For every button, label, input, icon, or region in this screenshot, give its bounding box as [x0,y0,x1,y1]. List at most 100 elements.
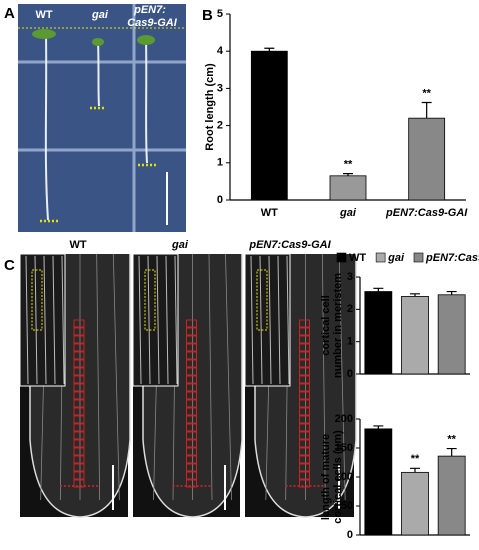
error-bar [373,425,384,429]
cortical-cell [299,471,310,480]
x-tick-label: gai [339,207,357,219]
cortical-cell [299,335,310,344]
bar [408,117,446,201]
cortical-cell [299,399,310,408]
bar [437,455,466,536]
cotyledon [137,35,155,45]
cortical-cell [299,327,310,336]
y-tick-label: 1 [217,157,223,169]
cotyledon [32,29,56,39]
cortical-cell [73,471,85,480]
cortical-cell [186,327,197,336]
cortical-cell [73,335,85,344]
cortical-cell [73,399,85,408]
bar [329,175,367,201]
cell-file [321,253,326,501]
cortical-cell [186,335,197,344]
cortical-cell [73,431,85,440]
inset-cell-file [259,255,263,385]
cortical-cell [186,471,197,480]
error-bar [410,467,420,473]
cortical-cell [73,375,85,384]
cortical-cell [299,359,310,368]
y-tick-label: 0 [347,368,353,380]
root [44,33,49,221]
cortical-cell [73,327,85,336]
inset-cell-file [174,255,178,385]
panel-label: C [4,257,15,274]
cortical-cell [299,479,310,488]
error-bar [446,447,457,457]
cortical-cell [299,367,310,376]
legend-swatch [375,252,386,263]
cotyledon [92,38,104,46]
bar [401,295,429,375]
mature-cell-outline [256,269,268,331]
bar [364,291,393,375]
y-tick-label: 0 [217,194,223,206]
cortical-cell [186,391,197,400]
y-tick-label: 2 [347,303,353,315]
cortical-cell [186,375,197,384]
cortical-cell [73,367,85,376]
x-tick-label: WT [261,207,278,219]
mature-cell-outline [31,269,43,331]
legend-label: pEN7:Cas9-GAI [425,252,479,264]
cortical-cell [73,319,85,328]
panel-label: B [202,7,213,24]
cell-file [112,253,120,501]
inset-cell-file [286,255,290,385]
cortical-cell [186,439,197,448]
inset-cell-file [25,255,29,385]
bar [437,294,466,375]
root [97,39,100,107]
cortical-cell [73,423,85,432]
error-bar [446,290,457,295]
cortical-cell [73,383,85,392]
y-tick-label: 50 [341,500,353,512]
bar [250,50,288,201]
y-axis-label: cortical cells (μm) [332,430,344,524]
y-axis-label: cortical cell [320,295,332,356]
image-label: pEN7:Cas9-GAI [248,239,331,251]
cortical-cell [299,343,310,352]
cortical-cell [186,455,197,464]
inset-cell-file [250,255,254,385]
error-bar [264,47,275,52]
inset-cell-file [52,255,56,385]
y-axis-label: length of mature [320,434,332,520]
mature-cell-outline [144,269,156,331]
y-tick-label: 2 [217,120,223,132]
cortical-cell [73,351,85,360]
cortical-cell [299,351,310,360]
cortical-cell [73,359,85,368]
significance: ** [422,87,431,99]
photo-label: pEN7: [133,4,166,16]
cortical-cell [186,359,197,368]
cortical-cell [186,415,197,424]
cortical-cell [73,407,85,416]
cortical-cell [299,423,310,432]
cortical-cell [186,351,197,360]
cortical-cell [186,343,197,352]
cortical-cell [299,463,310,472]
cell-file [225,253,232,501]
photo-label: Cas9-GAI [127,17,177,29]
inset-cell-file [61,255,65,385]
inset-cell-file [147,255,151,385]
legend-swatch [413,252,424,263]
y-tick-label: 100 [335,471,353,483]
cortical-cell [299,319,310,328]
cortical-cell [73,415,85,424]
inset-cell-file [34,255,38,385]
inset-cell-file [165,255,169,385]
cortical-cell [73,479,85,488]
cortical-cell [73,455,85,464]
cortical-cell [186,383,197,392]
y-tick-label: 1 [347,336,353,348]
y-axis-label: number in meristem [332,273,344,378]
y-tick-label: 4 [217,45,224,57]
image-label: gai [171,239,189,251]
cortical-cell [186,431,197,440]
